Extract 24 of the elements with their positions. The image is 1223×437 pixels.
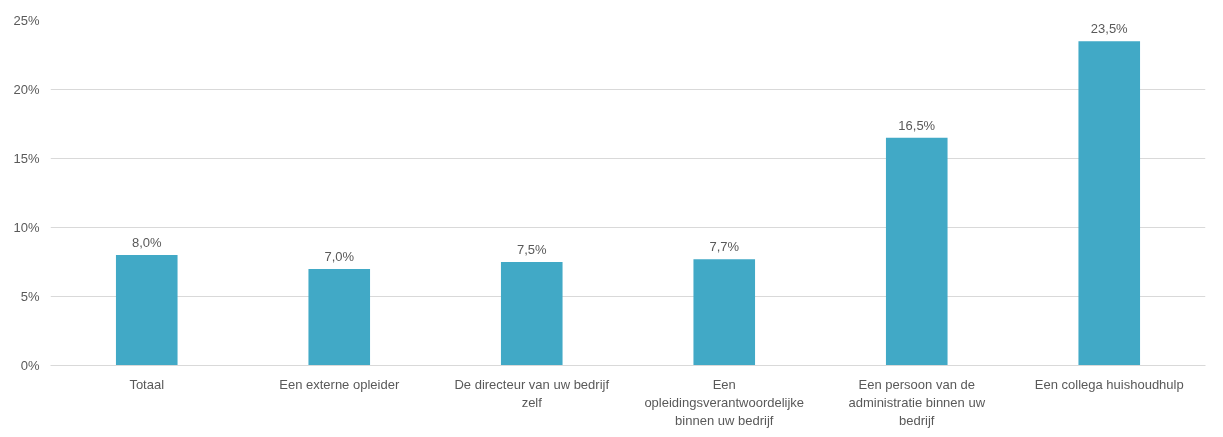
x-tick-label: Een persoon van de administratie binnen uw bedrijf: [848, 376, 986, 428]
bar: [308, 268, 371, 366]
data-label: 7,7%: [709, 239, 740, 255]
x-tick-label: Een externe opleider: [279, 376, 400, 392]
data-label: 16,5%: [898, 117, 936, 133]
data-label: 23,5%: [1090, 21, 1129, 37]
y-tick-label: 20%: [13, 82, 40, 97]
x-tick-label: Totaal: [129, 376, 165, 392]
x-tick-label: Een opleidingsverantwoordelijke binnen uw bedrijf: [644, 376, 805, 428]
y-tick-label: 25%: [13, 13, 40, 28]
data-label: 8,0%: [131, 235, 163, 251]
bar: [1078, 41, 1141, 366]
data-label: 7,0%: [324, 248, 355, 264]
y-tick-label: 0%: [20, 358, 40, 373]
bar: [500, 262, 563, 366]
y-tick-label: 5%: [20, 289, 40, 304]
y-tick-label: 15%: [13, 151, 40, 166]
bar: [693, 259, 756, 366]
y-tick-label: 10%: [13, 220, 40, 235]
bar: [115, 255, 178, 366]
bar: [885, 137, 948, 366]
x-tick-label: Een collega huishoudhulp: [1034, 376, 1184, 392]
x-tick-label: De directeur van uw bedrijf zelf: [454, 376, 610, 410]
data-label: 7,5%: [516, 242, 548, 257]
